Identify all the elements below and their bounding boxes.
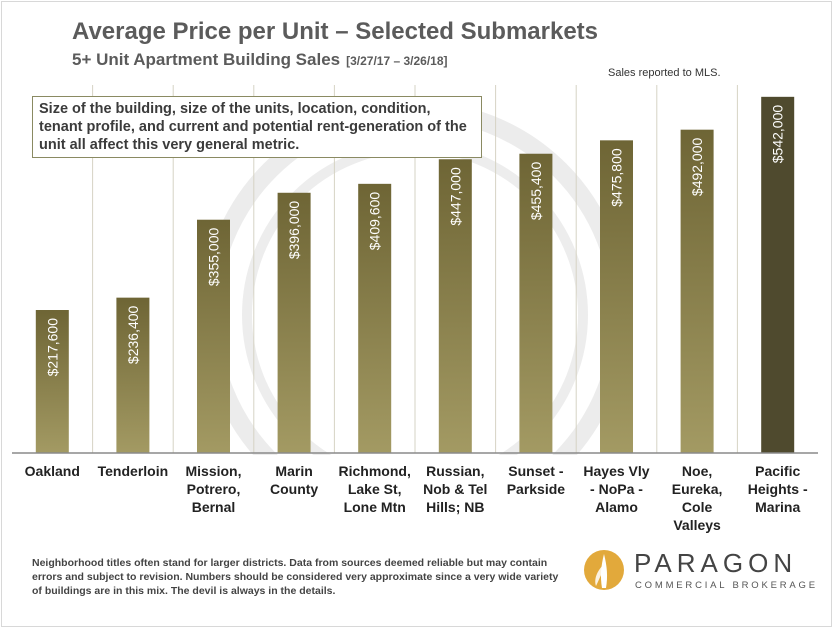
bar-value-label: $217,600 [44,318,60,377]
date-range: [3/27/17 – 3/26/18] [346,54,448,68]
category-label: Russian, Nob & Tel Hills; NB [415,462,495,516]
bar-value-label: $355,000 [206,228,222,287]
category-label-line: Noe, [681,463,713,479]
bar-value-label: $409,600 [367,192,383,251]
annotation-box: Size of the building, size of the units,… [32,96,482,158]
category-label: Oakland [12,462,92,480]
category-label-line: Heights - [747,481,808,497]
category-label: Marin County [254,462,334,498]
category-label-line: Mission, [185,463,242,479]
bar [35,310,69,453]
category-label-line: Pacific [755,463,801,479]
category-label-line: Lake St, [347,481,402,497]
category-label: Pacific Heights - Marina [738,462,818,516]
bar-value-label: $542,000 [770,105,786,164]
bar [277,192,311,453]
bar [358,183,392,453]
category-label-line: Hayes Vly [583,463,650,479]
paragon-logo: PARAGON COMMERCIAL BROKERAGE [582,546,822,596]
category-label-line: Sunset - [508,463,564,479]
category-label-line: Parkside [506,481,566,497]
category-label-line: - NoPa - [590,481,643,497]
category-label-line: County [269,481,319,497]
logo-wordmark: PARAGON [634,548,798,578]
category-label-line: Potrero, [186,481,241,497]
bar [761,96,795,454]
bar [438,159,472,453]
category-label-line: Marina [755,499,801,515]
category-label-line: Nob & Tel [423,481,488,497]
category-label-line: Russian, [426,463,485,479]
category-label-line: Valleys [673,517,721,533]
bar-value-label: $396,000 [286,201,302,260]
category-label: Hayes Vly - NoPa - Alamo [577,462,657,516]
bar [116,297,150,453]
bar-value-label: $455,400 [528,162,544,221]
subtitle-text: 5+ Unit Apartment Building Sales [72,50,341,69]
chart-title: Average Price per Unit – Selected Submar… [72,18,599,45]
logo-tagline: COMMERCIAL BROKERAGE [635,580,818,591]
category-label: Noe, Eureka, Cole Valleys [657,462,737,534]
category-label-line: Richmond, [338,463,411,479]
category-label-line: Tenderloin [97,463,169,479]
category-labels: Oakland Tenderloin Mission, Potrero, Bernal M… [12,462,818,542]
category-label-line: Alamo [595,499,638,515]
category-label-line: Marin [275,463,313,479]
bar-value-label: $447,000 [447,167,463,226]
category-label: Sunset - Parkside [496,462,576,498]
category-label-line: Oakland [24,463,80,479]
category-label: Richmond, Lake St, Lone Mtn [335,462,415,516]
bar-value-label: $475,800 [609,148,625,207]
paragon-logo-icon [584,550,624,590]
category-label-line: Bernal [191,499,236,515]
category-label-line: Hills; NB [426,499,485,515]
bar [519,153,553,453]
bar [600,140,633,453]
category-label-line: Cole [681,499,713,515]
category-label: Mission, Potrero, Bernal [174,462,254,516]
source-note: Sales reported to MLS. [608,67,721,79]
chart-subtitle: 5+ Unit Apartment Building Sales [3/27/17… [72,50,448,70]
category-label-line: Lone Mtn [343,499,406,515]
bar-value-label: $236,400 [125,305,141,364]
footer-note: Neighborhood titles often stand for larg… [32,557,559,597]
bar-value-label: $492,000 [689,137,705,196]
bar [680,129,714,453]
category-label: Tenderloin [93,462,173,480]
bar [197,219,230,453]
category-label-line: Eureka, [671,481,723,497]
